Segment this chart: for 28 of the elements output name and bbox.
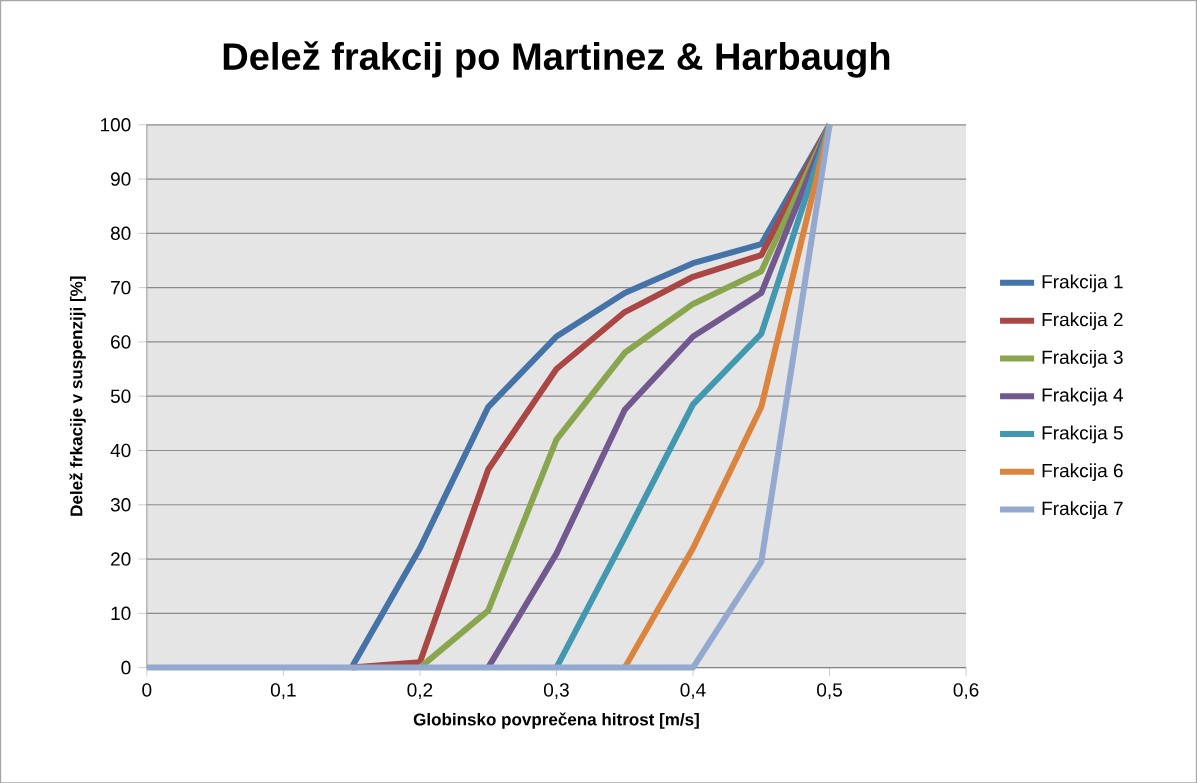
y-tick-label: 60 [111,334,131,349]
y-tick-label: 50 [110,389,131,403]
legend-label: Frakcija 4 [1042,387,1123,406]
x-tick-label: 0,6 [953,682,979,699]
legend-label: Frakcija 3 [1042,349,1123,368]
y-tick-label: 90 [111,172,131,186]
legend-label: Frakcija 7 [1042,500,1123,519]
y-tick-label: 100 [100,117,131,132]
legend-label: Frakcija 5 [1042,425,1123,444]
legend-label: Frakcija 6 [1042,463,1123,481]
x-axis-title: Globinsko povprečena hitrost [m/s] [413,712,699,729]
x-tick-label: 0,5 [817,682,842,699]
x-tick-label: 0,1 [270,682,296,699]
y-tick-label: 10 [111,606,131,620]
y-tick-label: 80 [110,226,131,240]
chart-title: Delež frakcij po Martinez & Harbaugh [223,41,890,78]
x-tick-label: 0,4 [680,682,706,699]
y-tick-label: 70 [111,280,131,295]
y-tick-label: 30 [110,497,131,512]
legend-label: Frakcija 2 [1042,312,1123,330]
legend-label: Frakcija 1 [1042,274,1123,293]
x-tick-label: 0,3 [543,682,569,699]
y-tick-label: 0 [121,660,131,675]
y-tick-label: 20 [111,552,131,566]
y-tick-label: 40 [110,443,131,458]
y-axis-title: Delež frkacije v suspenziji [%] [69,276,86,516]
x-tick-label: 0 [142,682,152,697]
x-tick-label: 0,2 [407,682,433,699]
